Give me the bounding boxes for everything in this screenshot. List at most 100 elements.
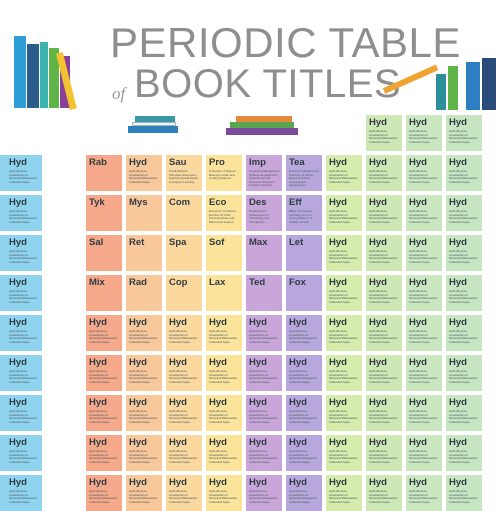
element-symbol: Hyd [169, 397, 187, 408]
element-title: Hydrothermal Liquefaction of Municipal W… [9, 449, 38, 464]
element-cell-6-3: Hyd Hydrothermal Liquefaction of Municipa… [126, 355, 162, 391]
element-title: Hydrothermal Liquefaction of Municipal W… [449, 329, 478, 344]
element-symbol: Hyd [409, 157, 427, 168]
element-cell-7-2: Hyd Hydrothermal Liquefaction of Municipa… [86, 395, 122, 431]
element-cell-4-2: Mix [86, 275, 122, 311]
element-cell-5-8: Hyd Hydrothermal Liquefaction of Municipa… [326, 315, 362, 351]
element-symbol: Hyd [9, 197, 27, 208]
element-cell-6-10: Hyd Hydrothermal Liquefaction of Municipa… [406, 355, 442, 391]
element-cell-4-11: Hyd Hydrothermal Liquefaction of Municipa… [446, 275, 482, 311]
element-symbol: Hyd [249, 357, 267, 368]
element-title: Hydrothermal Liquefaction of Municipal W… [449, 169, 478, 184]
element-cell-1-1: Hyd Hydrothermal Liquefaction of Municipa… [6, 155, 42, 191]
element-title: Hydrothermal Liquefaction of Municipal W… [329, 369, 358, 384]
element-title: Hydrothermal Liquefaction of Municipal W… [449, 249, 478, 264]
element-cell-9-4: Hyd Hydrothermal Liquefaction of Municipa… [166, 475, 202, 511]
element-symbol: Hyd [89, 317, 107, 328]
element-symbol: Hyd [9, 357, 27, 368]
element-title: Hydrothermal Liquefaction of Municipal W… [89, 449, 118, 464]
element-symbol: Hyd [289, 437, 307, 448]
element-symbol: Hyd [369, 357, 387, 368]
element-title: Hydrothermal Liquefaction of Municipal W… [289, 369, 318, 384]
element-cell-1-5: Pro Protection of Natural Bearings Under … [206, 155, 242, 191]
element-cell-6-11: Hyd Hydrothermal Liquefaction of Municipa… [446, 355, 482, 391]
element-symbol: Cop [169, 277, 188, 288]
book-spine-blue-right [466, 62, 480, 110]
element-symbol: Pro [209, 157, 225, 168]
element-cell-0-11: Hyd Hydrothermal Liquefaction of Municipa… [446, 115, 482, 151]
element-cell-2-3: Mys [126, 195, 162, 231]
element-symbol: Hyd [409, 237, 427, 248]
element-symbol: Hyd [329, 157, 347, 168]
element-symbol: Rad [129, 277, 147, 288]
element-cell-5-2: Hyd Hydrothermal Liquefaction of Municipa… [86, 315, 122, 351]
element-symbol: Hyd [329, 237, 347, 248]
element-symbol: Hyd [89, 357, 107, 368]
element-title: Hydrothermal Liquefaction of Municipal W… [409, 409, 438, 424]
element-title: Economic Conditions and the Oil Child Ph… [209, 209, 237, 224]
element-cell-2-6: Des Designing for Achievement of Technolo… [246, 195, 282, 231]
element-cell-2-7: Eff Effect of Cognitive Learning Lens on … [286, 195, 322, 231]
element-symbol: Hyd [449, 357, 467, 368]
element-symbol: Hyd [9, 477, 27, 488]
element-cell-1-2: Rab [86, 155, 122, 191]
element-cell-3-8: Hyd Hydrothermal Liquefaction of Municipa… [326, 235, 362, 271]
element-symbol: Mix [89, 277, 105, 288]
element-cell-6-4: Hyd Hydrothermal Liquefaction of Municipa… [166, 355, 202, 391]
element-cell-4-5: Lax [206, 275, 242, 311]
element-symbol: Hyd [369, 117, 387, 128]
element-cell-7-4: Hyd Hydrothermal Liquefaction of Municipa… [166, 395, 202, 431]
book-spine-green-right [448, 66, 458, 110]
element-title: Hydrothermal Liquefaction of Municipal W… [409, 169, 438, 184]
element-cell-8-5: Hyd Hydrothermal Liquefaction of Municipa… [206, 435, 242, 471]
element-symbol: Hyd [409, 357, 427, 368]
book-flat-purple [226, 128, 298, 135]
element-title: Hydrothermal Liquefaction of Municipal W… [9, 249, 38, 264]
element-cell-9-11: Hyd Hydrothermal Liquefaction of Municipa… [446, 475, 482, 511]
element-title: Hydrothermal Liquefaction of Municipal W… [129, 449, 158, 464]
element-cell-7-7: Hyd Hydrothermal Liquefaction of Municipa… [286, 395, 322, 431]
element-symbol: Hyd [249, 477, 267, 488]
element-cell-2-2: Tyk [86, 195, 122, 231]
element-cell-1-10: Hyd Hydrothermal Liquefaction of Municipa… [406, 155, 442, 191]
element-symbol: Hyd [289, 357, 307, 368]
element-title: Hydrothermal Liquefaction of Municipal W… [449, 209, 478, 224]
element-title: Hydrothermal Liquefaction of Municipal W… [329, 209, 358, 224]
element-symbol: Hyd [329, 357, 347, 368]
element-cell-9-3: Hyd Hydrothermal Liquefaction of Municipa… [126, 475, 162, 511]
element-title: Hydrothermal Liquefaction of Municipal W… [129, 369, 158, 384]
element-title: Hydrothermal Liquefaction of Municipal W… [9, 489, 38, 504]
element-title: Hydrothermal Liquefaction of Municipal W… [369, 129, 398, 144]
element-cell-2-8: Hyd Hydrothermal Liquefaction of Municipa… [326, 195, 362, 231]
element-cell-5-11: Hyd Hydrothermal Liquefaction of Municipa… [446, 315, 482, 351]
poster: PERIODIC TABLE of BOOK TITLES Hyd Hydroth… [0, 22, 496, 511]
element-title: Hydrothermal Liquefaction of Municipal W… [449, 369, 478, 384]
element-symbol: Hyd [209, 437, 227, 448]
element-cell-6-1: Hyd Hydrothermal Liquefaction of Municipa… [6, 355, 42, 391]
element-title: Hydrothermal Liquefaction of Municipal W… [169, 489, 198, 504]
element-title: Hydrothermal Liquefaction of Municipal W… [449, 129, 478, 144]
element-title: Hydrothermal Liquefaction of Municipal W… [409, 249, 438, 264]
element-cell-8-9: Hyd Hydrothermal Liquefaction of Municipa… [366, 435, 402, 471]
element-symbol: Spa [169, 237, 187, 248]
element-symbol: Hyd [209, 397, 227, 408]
book-flat-blue [128, 126, 178, 133]
element-cell-5-6: Hyd Hydrothermal Liquefaction of Municipa… [246, 315, 282, 351]
element-title: Hydrothermal Liquefaction of Municipal W… [129, 329, 158, 344]
element-cell-4-6: Ted [246, 275, 282, 311]
element-cell-9-10: Hyd Hydrothermal Liquefaction of Municipa… [406, 475, 442, 511]
element-symbol: Hyd [249, 397, 267, 408]
element-title: Hydrothermal Liquefaction of Municipal W… [449, 449, 478, 464]
element-title: Hydrothermal Liquefaction of Municipal W… [329, 409, 358, 424]
element-symbol: Sal [89, 237, 104, 248]
element-title: Hydrothermal Liquefaction of Municipal W… [289, 489, 318, 504]
element-title: Hydrothermal Liquefaction of Municipal W… [249, 449, 278, 464]
element-title: Hydrothermal Liquefaction of Municipal W… [329, 329, 358, 344]
element-cell-6-8: Hyd Hydrothermal Liquefaction of Municipa… [326, 355, 362, 391]
element-title: Hydrothermal Liquefaction of Municipal W… [169, 369, 198, 384]
element-title: Hydrothermal Liquefaction of Municipal W… [409, 209, 438, 224]
element-title: Hydrothermal Liquefaction of Municipal W… [409, 129, 438, 144]
element-symbol: Fox [289, 277, 306, 288]
element-title: Hydrothermal Liquefaction of Municipal W… [369, 449, 398, 464]
